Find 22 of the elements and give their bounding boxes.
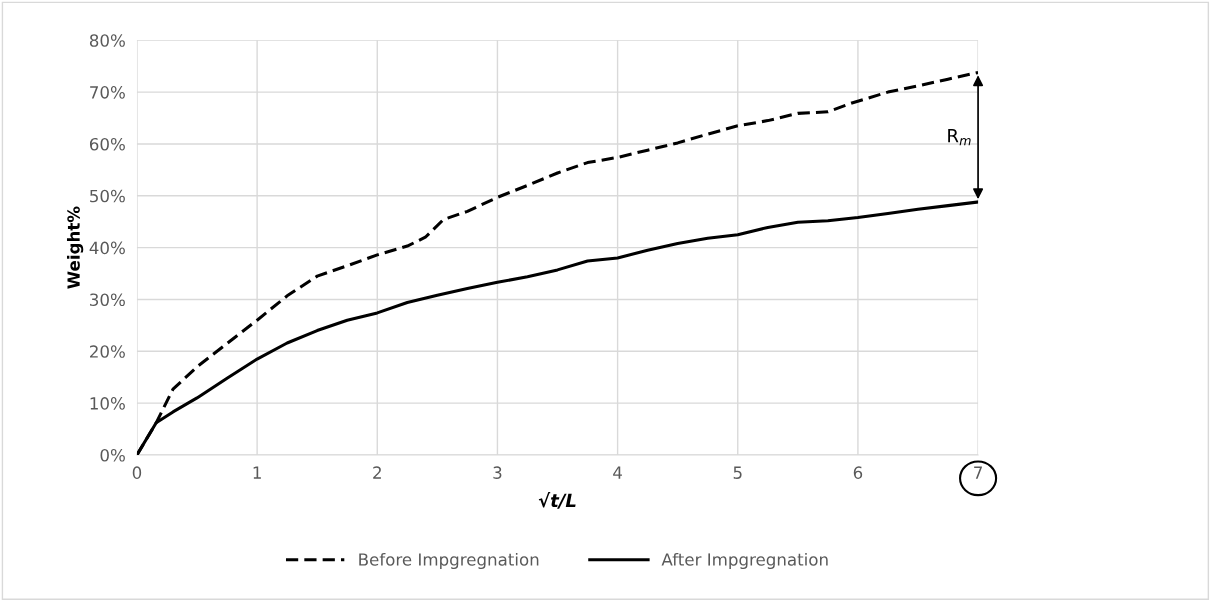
y-tick-label: 0% xyxy=(100,448,125,462)
x-tick-label: 4 xyxy=(613,466,622,479)
x-tick-label: 2 xyxy=(373,466,381,479)
y-tick-label: 80% xyxy=(89,34,125,47)
y-tick-label: 40% xyxy=(89,241,125,255)
y-tick-label: 20% xyxy=(90,345,125,358)
y-tick-label: 60% xyxy=(89,137,125,151)
y-tick-label: 50% xyxy=(90,189,125,203)
x-tick-label: 0 xyxy=(132,466,142,479)
legend-label: Before Impgregnation xyxy=(359,552,539,570)
x-tick-label: 3 xyxy=(493,466,502,479)
x-axis-title: √t/L xyxy=(538,491,576,509)
x-tick-label: 5 xyxy=(733,466,742,479)
y-axis-title: Weight% xyxy=(66,206,84,289)
y-tick-label: 30% xyxy=(90,293,125,307)
y-tick-label: 70% xyxy=(90,86,125,99)
x-tick-label: 6 xyxy=(853,466,863,479)
x-tick-label: 7 xyxy=(974,466,982,479)
annotation: R$_{m}$ xyxy=(948,129,971,146)
y-tick-label: 10% xyxy=(90,397,125,410)
x-tick-label: 1 xyxy=(253,466,261,479)
legend-label: After Impgregnation xyxy=(661,552,828,570)
